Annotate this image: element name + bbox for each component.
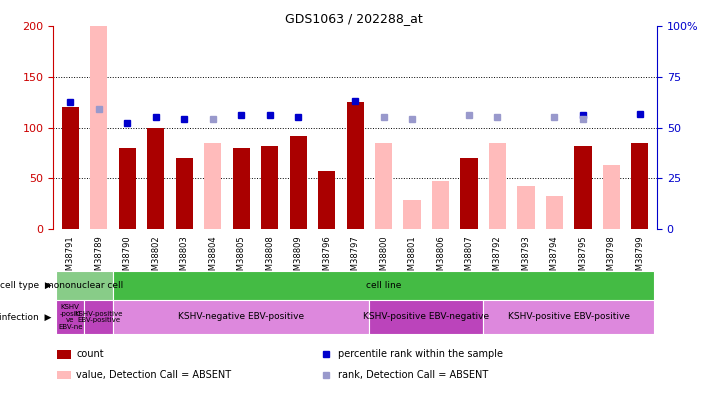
Text: KSHV-positive
EBV-positive: KSHV-positive EBV-positive — [74, 311, 123, 323]
Bar — [119, 148, 136, 229]
Bar — [147, 128, 164, 229]
Text: cell type  ▶: cell type ▶ — [0, 281, 52, 290]
Bar — [90, 26, 107, 229]
Bar — [232, 148, 250, 229]
Text: GDS1063 / 202288_at: GDS1063 / 202288_at — [285, 12, 423, 25]
Bar — [62, 107, 79, 229]
Text: percentile rank within the sample: percentile rank within the sample — [338, 350, 503, 359]
Bar — [57, 350, 71, 359]
Bar — [113, 300, 370, 334]
Bar — [460, 158, 478, 229]
Bar — [261, 146, 278, 229]
Bar — [370, 300, 484, 334]
Text: KSHV-positive EBV-negative: KSHV-positive EBV-negative — [363, 312, 489, 322]
Bar — [489, 143, 506, 229]
Bar — [489, 143, 506, 229]
Bar — [204, 143, 221, 229]
Bar — [375, 143, 392, 229]
Bar — [57, 371, 71, 379]
Bar — [518, 186, 535, 229]
Bar — [546, 196, 563, 229]
Bar — [632, 143, 649, 229]
Text: value, Detection Call = ABSENT: value, Detection Call = ABSENT — [76, 370, 232, 379]
Bar — [290, 136, 307, 229]
Bar — [113, 271, 654, 300]
Bar — [404, 200, 421, 229]
Bar — [318, 171, 335, 229]
Bar — [56, 300, 84, 334]
Bar — [432, 181, 449, 229]
Bar — [574, 146, 591, 229]
Text: cell line: cell line — [366, 281, 401, 290]
Text: infection  ▶: infection ▶ — [0, 312, 52, 322]
Text: KSHV-positive EBV-positive: KSHV-positive EBV-positive — [508, 312, 629, 322]
Bar — [346, 102, 364, 229]
Text: count: count — [76, 350, 104, 359]
Bar — [84, 300, 113, 334]
Text: mononuclear cell: mononuclear cell — [45, 281, 124, 290]
Bar — [56, 271, 113, 300]
Text: KSHV-negative EBV-positive: KSHV-negative EBV-positive — [178, 312, 304, 322]
Text: KSHV
-positi
ve
EBV-ne: KSHV -positi ve EBV-ne — [58, 304, 82, 330]
Text: rank, Detection Call = ABSENT: rank, Detection Call = ABSENT — [338, 370, 489, 379]
Bar — [603, 165, 620, 229]
Bar — [484, 300, 654, 334]
Bar — [176, 158, 193, 229]
